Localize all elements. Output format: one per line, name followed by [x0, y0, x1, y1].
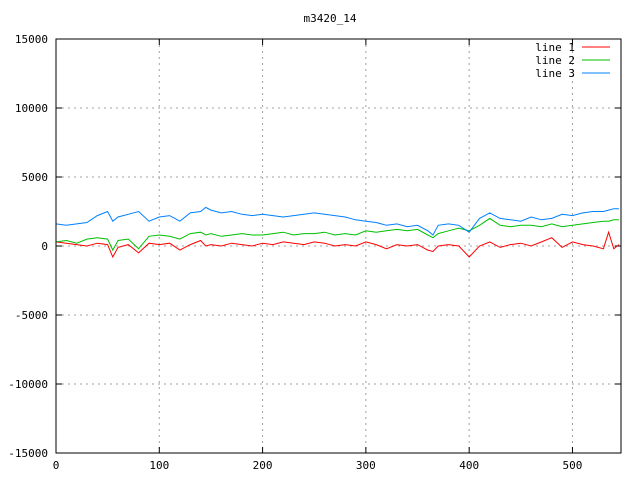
x-tick-label: 200	[253, 459, 273, 472]
series-line-3	[55, 206, 619, 236]
axis-ticks: 0 100 200 300 400 500 -15000 -10000 -5000 0 5000 10…	[8, 33, 621, 472]
series-line-2	[55, 217, 619, 252]
legend-label: line 2	[535, 54, 575, 67]
series-line-1	[55, 230, 620, 259]
x-tick-label: 400	[459, 459, 479, 472]
legend-label: line 1	[535, 41, 575, 54]
y-tick-label: 5000	[22, 171, 49, 184]
series-lines	[55, 206, 620, 259]
chart-title: m3420_14	[304, 12, 357, 25]
x-tick-label: 500	[563, 459, 583, 472]
legend-label: line 3	[535, 67, 575, 80]
y-tick-label: 10000	[15, 102, 48, 115]
y-tick-label: 0	[41, 240, 48, 253]
y-tick-label: -5000	[15, 309, 48, 322]
x-tick-label: 100	[149, 459, 169, 472]
x-tick-label: 0	[53, 459, 60, 472]
y-tick-label: -10000	[8, 378, 48, 391]
y-tick-label: -15000	[8, 447, 48, 460]
x-tick-label: 300	[356, 459, 376, 472]
plot-border	[55, 38, 622, 454]
y-tick-label: 15000	[15, 33, 48, 46]
